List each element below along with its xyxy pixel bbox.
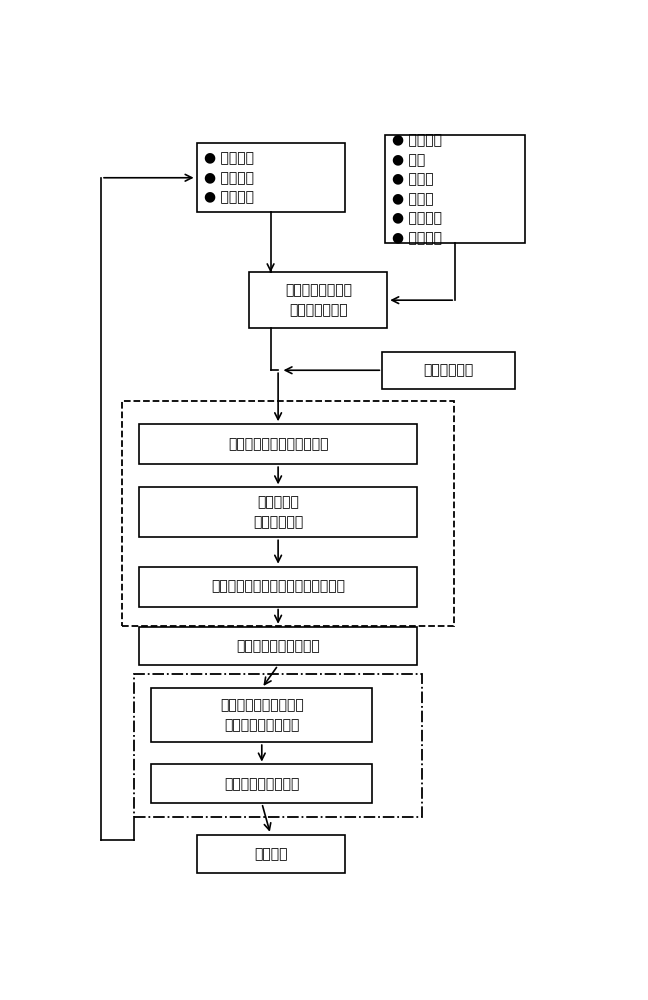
Bar	[139, 424, 417, 464]
Bar	[151, 764, 373, 803]
Text: 有限元方法
时域积分方法: 有限元方法 时域积分方法	[253, 496, 303, 529]
Text: 进行随机抽样得到
热随机输入条件: 进行随机抽样得到 热随机输入条件	[284, 283, 352, 317]
Text: 分析结束: 分析结束	[254, 847, 287, 861]
Bar	[196, 143, 345, 212]
Bar	[139, 567, 417, 607]
Bar	[122, 401, 454, 626]
Bar	[249, 272, 388, 328]
Text: 随机输出参数: 随机输出参数	[424, 363, 474, 377]
Bar	[151, 688, 373, 742]
Bar	[196, 835, 345, 873]
Bar	[382, 352, 515, 389]
Bar	[139, 627, 417, 665]
Text: 热防护系统随机热分析模型: 热防护系统随机热分析模型	[228, 437, 329, 451]
Text: 瞬态热分析响应面模型: 瞬态热分析响应面模型	[237, 639, 320, 653]
Bar	[133, 674, 422, 817]
Text: 抽样得到瞬态热分析概
率特性和参数敏感度: 抽样得到瞬态热分析概 率特性和参数敏感度	[220, 698, 304, 732]
Bar	[139, 487, 417, 537]
Text: 热随机变量组合与对应随机输出温度: 热随机变量组合与对应随机输出温度	[211, 580, 345, 594]
Text: ● 材料选型
● 结构形式
● 几何尺寸: ● 材料选型 ● 结构形式 ● 几何尺寸	[204, 151, 254, 204]
Bar	[385, 135, 526, 243]
Text: ● 几何尺寸
● 密度
● 比热容
● 热导率
● 界面热阱
● 辐射系数: ● 几何尺寸 ● 密度 ● 比热容 ● 热导率 ● 界面热阱 ● 辐射系数	[393, 134, 443, 245]
Text: 系统的热可靠性评价: 系统的热可靠性评价	[224, 777, 299, 791]
